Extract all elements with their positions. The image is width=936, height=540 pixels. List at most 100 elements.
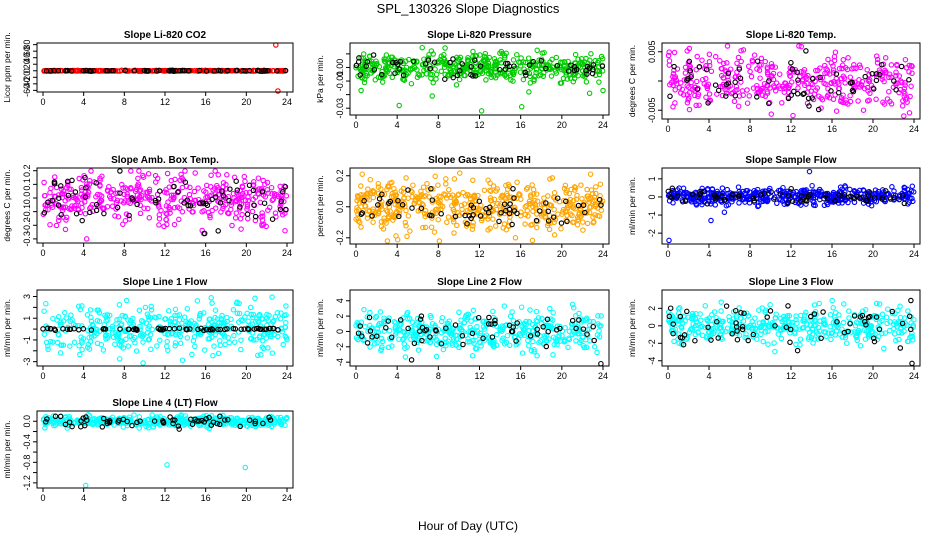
data-point — [821, 195, 827, 202]
data-point — [399, 202, 406, 208]
y-tick-label: -40 — [22, 77, 32, 90]
data-point — [768, 60, 775, 67]
data-point — [728, 194, 735, 201]
data-point — [119, 312, 125, 319]
data-point — [803, 194, 809, 200]
data-point — [443, 176, 449, 182]
data-point — [162, 330, 168, 337]
panel-title: Slope Li-820 Pressure — [427, 30, 532, 41]
data-point — [563, 198, 569, 205]
data-point — [564, 76, 571, 82]
data-point — [62, 197, 68, 204]
data-point — [94, 317, 101, 324]
x-tick-label: 16 — [516, 371, 526, 381]
data-point — [63, 185, 70, 191]
data-point — [570, 304, 577, 311]
data-point — [813, 67, 819, 74]
data-point — [418, 205, 425, 212]
data-point — [886, 74, 892, 81]
data-point — [584, 71, 590, 77]
y-tick-label: -0.03 — [335, 98, 345, 119]
data-point — [831, 57, 838, 64]
data-point — [210, 352, 216, 359]
data-point — [754, 58, 761, 64]
data-point — [442, 45, 448, 51]
data-point — [60, 342, 67, 348]
x-tick-label: 20 — [557, 249, 567, 259]
data-point — [238, 192, 244, 198]
y-tick-label: -2 — [647, 339, 657, 347]
data-point — [140, 360, 146, 366]
data-point — [864, 67, 870, 73]
y-axis-label: Licor ppm per min. — [2, 32, 12, 102]
data-point — [749, 59, 756, 65]
data-point — [526, 62, 533, 68]
data-point — [788, 59, 794, 66]
data-point — [155, 325, 161, 332]
data-point — [68, 206, 75, 212]
data-point — [130, 321, 136, 328]
data-point — [137, 332, 144, 339]
data-point — [899, 103, 906, 109]
data-point — [493, 188, 499, 194]
data-point — [215, 172, 222, 178]
data-point — [278, 200, 284, 207]
data-point — [441, 191, 447, 197]
data-point — [355, 218, 362, 224]
data-point — [771, 83, 777, 89]
data-point — [468, 71, 474, 78]
data-point — [767, 185, 773, 192]
data-point — [208, 295, 214, 301]
data-point — [165, 326, 172, 333]
data-point — [272, 210, 279, 216]
data-point — [136, 168, 142, 174]
data-point — [516, 191, 522, 197]
data-point — [738, 79, 744, 85]
data-point — [88, 330, 95, 336]
data-point — [122, 217, 129, 224]
data-point — [584, 186, 590, 193]
data-point — [396, 66, 402, 72]
outlier-point — [201, 230, 208, 237]
data-point — [209, 326, 215, 332]
data-point — [115, 214, 122, 220]
data-point — [140, 339, 146, 345]
data-point — [549, 175, 556, 181]
data-point — [598, 199, 604, 206]
data-point — [185, 68, 192, 74]
data-point — [584, 220, 591, 227]
data-point — [222, 201, 229, 208]
data-point — [101, 210, 107, 217]
data-point — [182, 179, 189, 185]
data-point — [886, 88, 892, 95]
data-point — [843, 340, 850, 346]
data-point — [545, 193, 551, 199]
data-point — [564, 187, 570, 194]
data-point — [451, 200, 458, 206]
data-point — [896, 329, 902, 336]
data-point — [45, 343, 51, 349]
data-point — [585, 60, 591, 67]
data-point — [194, 67, 200, 74]
data-point — [756, 67, 763, 74]
data-point — [839, 65, 845, 72]
data-point — [712, 202, 719, 208]
data-point — [217, 342, 224, 349]
data-point — [842, 80, 848, 86]
data-point — [264, 311, 270, 318]
data-point — [712, 196, 719, 202]
data-point — [128, 333, 134, 339]
data-point — [215, 67, 222, 74]
data-point — [488, 68, 494, 75]
data-point — [860, 107, 867, 113]
data-point — [118, 67, 125, 74]
data-point — [359, 210, 366, 216]
data-point — [573, 196, 580, 203]
data-point — [79, 346, 85, 353]
data-point — [93, 207, 100, 214]
data-point — [800, 76, 806, 83]
data-point — [671, 67, 677, 74]
data-point — [881, 78, 887, 85]
data-point — [874, 56, 881, 63]
data-point — [55, 202, 62, 208]
